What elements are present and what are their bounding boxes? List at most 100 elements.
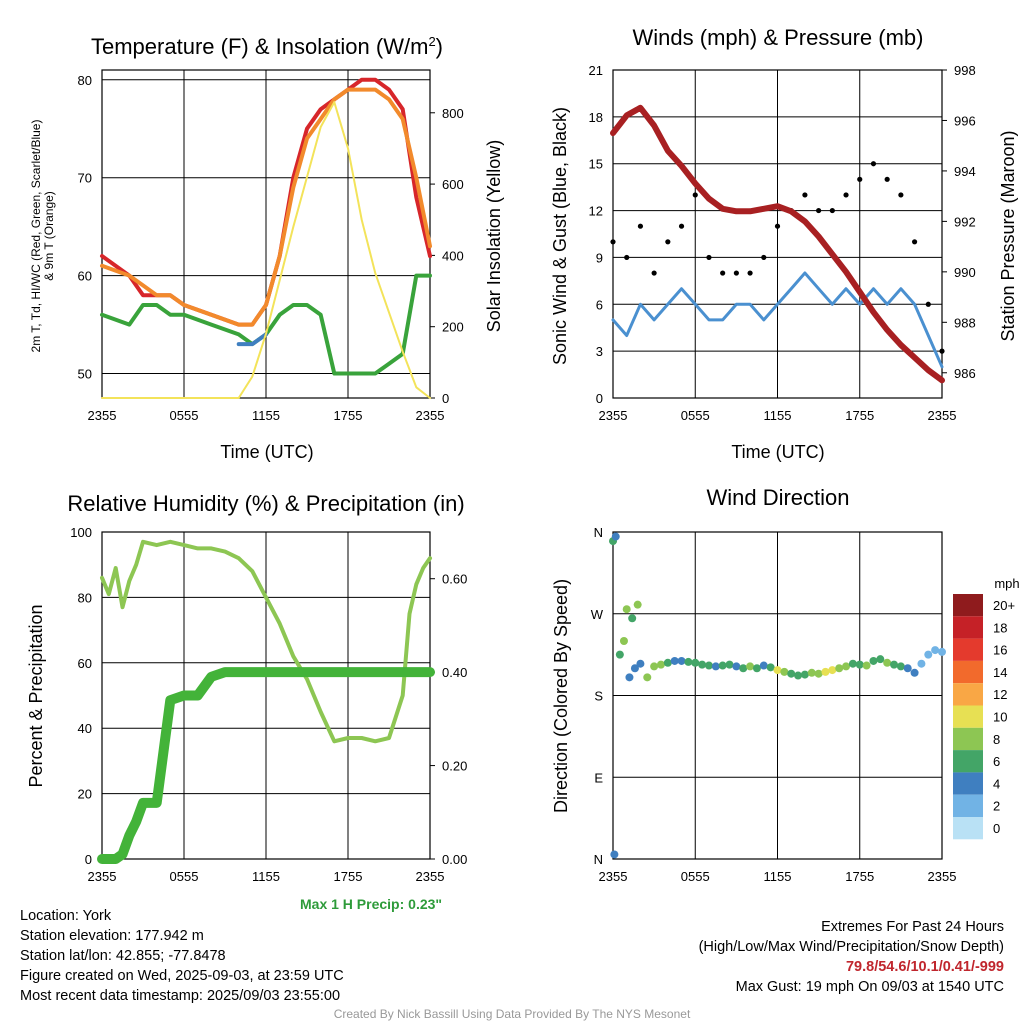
temp-ytick: 50 xyxy=(78,367,92,382)
direction-point xyxy=(821,667,830,676)
wind-xtick: 1755 xyxy=(845,408,874,423)
colorbar-swatch xyxy=(953,683,983,706)
temp-xtick: 2355 xyxy=(88,408,117,423)
direction-point xyxy=(643,673,652,682)
wind-ylabel: Sonic Wind & Gust (Blue, Black) xyxy=(550,107,570,365)
gust-point xyxy=(678,223,685,229)
dir-ytick: E xyxy=(594,770,603,785)
direction-point xyxy=(787,669,796,678)
dir-xtick: 0555 xyxy=(681,869,710,884)
rh-ytick: 80 xyxy=(78,590,92,605)
direction-point xyxy=(773,666,782,675)
wind-series-sonic-wind xyxy=(611,271,944,369)
direction-point xyxy=(855,660,864,669)
colorbar-unit: mph xyxy=(994,576,1019,591)
direction-point xyxy=(780,667,789,676)
colorbar-label: 18 xyxy=(993,620,1007,635)
temperature-panel: Temperature (F) & Insolation (W/m2) 2m T… xyxy=(29,34,504,462)
direction-point xyxy=(725,660,734,669)
direction-point xyxy=(766,663,775,672)
direction-point xyxy=(684,657,693,666)
gust-point xyxy=(898,192,904,198)
direction-point xyxy=(691,658,700,667)
dir-xtick: 2355 xyxy=(599,869,628,884)
temp-ytick: 80 xyxy=(78,73,92,88)
wind-y2tick: 992 xyxy=(954,214,976,229)
temp-series-td xyxy=(100,273,432,376)
dir-xtick: 2355 xyxy=(928,869,957,884)
temp-xtick: 1155 xyxy=(252,408,280,423)
direction-point xyxy=(828,666,837,675)
gust-point xyxy=(925,301,931,307)
direction-point xyxy=(677,656,686,665)
direction-point xyxy=(848,659,857,668)
temp-y2tick: 200 xyxy=(442,320,464,335)
colorbar-label: 6 xyxy=(993,754,1000,769)
colorbar-label: 4 xyxy=(993,776,1000,791)
wind-y2tick: 994 xyxy=(954,164,976,179)
direction-point xyxy=(807,668,816,677)
gust-point xyxy=(884,176,890,182)
colorbar-swatch xyxy=(953,705,983,728)
direction-point xyxy=(711,662,720,671)
gust-point xyxy=(774,223,781,229)
rh-ytick: 20 xyxy=(78,787,92,802)
temp-ylabel: 2m T, Td, HI/WC (Red, Green, Scarlet/Blu… xyxy=(29,120,56,353)
gust-point xyxy=(747,270,753,276)
rh-y2tick: 0.20 xyxy=(442,759,467,774)
direction-point xyxy=(625,673,634,682)
rh-xtick: 0555 xyxy=(170,869,199,884)
rh-xtick: 1755 xyxy=(334,869,363,884)
temp-series-hi-wc xyxy=(236,332,268,347)
temp-ytick: 70 xyxy=(78,171,92,186)
direction-point xyxy=(862,661,871,670)
dir-xtick: 1755 xyxy=(845,869,874,884)
wind-title: Winds (mph) & Pressure (mb) xyxy=(633,25,924,50)
temp-y2tick: 400 xyxy=(442,248,464,263)
dir-ytick: N xyxy=(594,525,603,540)
colorbar-swatch xyxy=(953,616,983,639)
colorbar-swatch xyxy=(953,817,983,840)
wind-y2label: Station Pressure (Maroon) xyxy=(998,130,1018,341)
wind-xtick: 1155 xyxy=(764,408,792,423)
max-gust-text: Max Gust: 19 mph On 09/03 at 1540 UTC xyxy=(735,979,1004,995)
rh-ylabel: Percent & Precipitation xyxy=(26,604,46,787)
gust-point xyxy=(802,192,808,198)
colorbar-label: 12 xyxy=(993,687,1007,702)
extremes-title: Extremes For Past 24 Hours xyxy=(821,919,1004,935)
rh-title: Relative Humidity (%) & Precipitation (i… xyxy=(67,491,464,516)
direction-point xyxy=(759,661,768,670)
colorbar-label: 14 xyxy=(993,665,1007,680)
extremes-legend: (High/Low/Max Wind/Precipitation/Snow De… xyxy=(698,939,1004,955)
direction-point xyxy=(910,668,919,677)
temp-y2tick: 800 xyxy=(442,106,464,121)
direction-point xyxy=(794,671,803,680)
gust-point xyxy=(939,348,945,354)
colorbar-label: 0 xyxy=(993,821,1000,836)
gust-point xyxy=(857,176,863,182)
direction-point xyxy=(938,647,946,656)
wind-xtick: 0555 xyxy=(681,408,710,423)
direction-point xyxy=(636,659,645,668)
rh-xtick: 2355 xyxy=(416,869,445,884)
rh-precip-panel: Relative Humidity (%) & Precipitation (i… xyxy=(26,491,467,884)
created-text: Figure created on Wed, 2025-09-03, at 23… xyxy=(20,968,344,984)
rh-y2tick: 0.60 xyxy=(442,572,467,587)
speed-colorbar: 20+ 18 16 14 12 10 8 6 4 2 0 xyxy=(953,594,1015,840)
temp-xtick: 0555 xyxy=(170,408,199,423)
direction-point xyxy=(924,650,933,659)
direction-point xyxy=(656,660,665,669)
gust-point xyxy=(870,161,877,167)
wind-frame xyxy=(612,69,943,399)
direction-point xyxy=(663,658,672,667)
wind-xtick: 2355 xyxy=(599,408,628,423)
recent-text: Most recent data timestamp: 2025/09/03 2… xyxy=(20,988,341,1004)
dir-frame xyxy=(612,531,943,860)
gust-point xyxy=(761,254,767,261)
dir-xtick: 1155 xyxy=(764,869,792,884)
direction-point xyxy=(883,658,892,667)
dir-ylabel: Direction (Colored By Speed) xyxy=(551,579,571,813)
rh-series xyxy=(100,539,432,744)
temp-series-solar-insolation xyxy=(101,101,431,399)
